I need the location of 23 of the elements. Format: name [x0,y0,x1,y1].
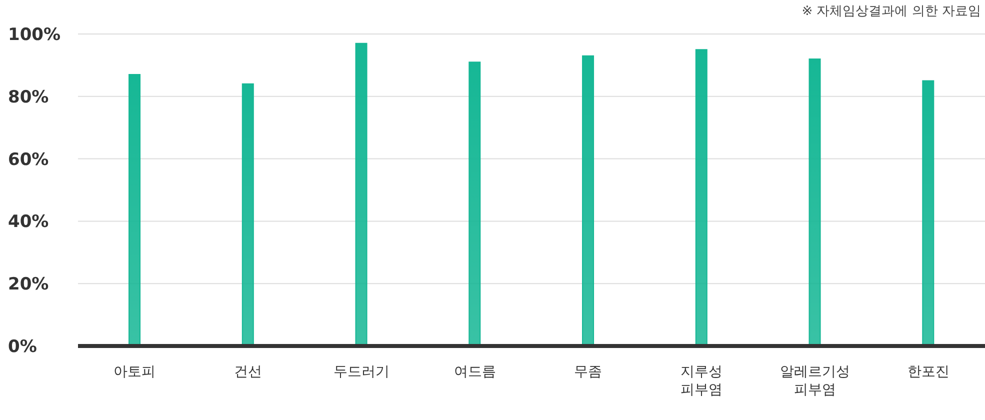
x-tick-label: 알레르기성 피부염 [780,364,850,398]
bar [468,62,481,346]
y-tick-label: 0% [8,337,37,358]
y-tick-label: 100% [8,25,61,46]
x-tick-label: 아토피 [114,364,156,380]
x-tick-label: 두드러기 [333,364,390,380]
x-tick-label: 건선 [234,364,262,380]
bar [582,55,594,346]
x-tick-label: 지루성 피부염 [680,364,723,398]
bar [922,80,934,346]
bar [808,58,821,346]
x-tick-label: 무좀 [574,364,602,380]
y-tick-label: 80% [8,87,49,108]
y-tick-label: 60% [8,150,49,170]
bar [355,42,368,346]
bar [695,49,708,346]
x-tick-label: 여드름 [454,364,496,380]
y-tick-label: 40% [8,212,49,232]
x-tick-label: 한포진 [907,364,950,380]
y-tick-label: 20% [8,274,49,295]
bar [242,83,254,346]
text: ※ 자체임상결과에 의한 자료임 [802,3,981,20]
bar [128,74,141,346]
